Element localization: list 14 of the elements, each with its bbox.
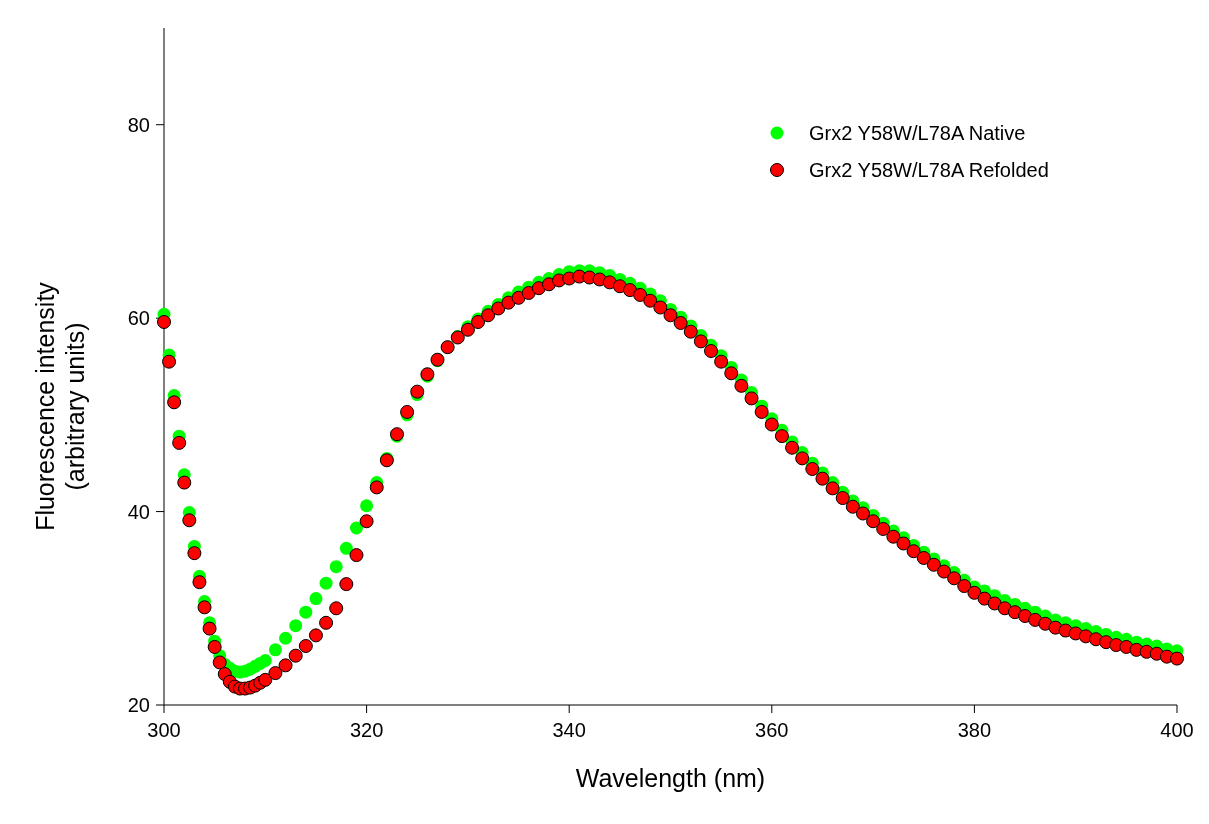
x-tick-label: 300 [147,719,181,741]
x-tick-label: 380 [957,719,992,741]
x-tick-label: 340 [552,719,586,741]
x-tick-label: 400 [1160,719,1194,741]
y-tick-label: 60 [127,307,150,330]
legend-label: Grx2 Y58W/L78A Refolded [809,159,1049,181]
y-tick-label: 20 [127,694,150,716]
y-tick-label: 40 [127,500,150,523]
legend-label: Grx2 Y58W/L78A Native [809,122,1026,144]
x-tick-label: 320 [349,719,384,741]
y-tick-label: 80 [127,113,150,136]
x-tick-label: 360 [755,719,789,741]
y-axis-title: Fluorescence intensity (arbitrary units) [31,281,89,531]
x-axis-title: Wavelength (nm) [575,764,766,792]
